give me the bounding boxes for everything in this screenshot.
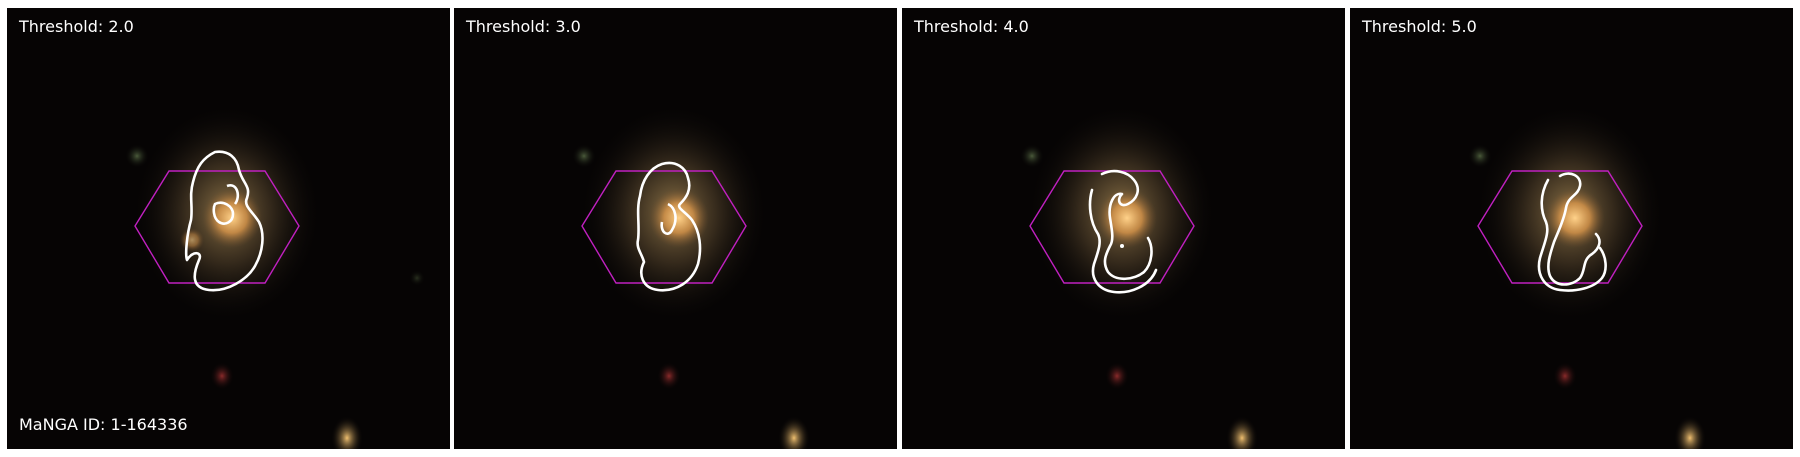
foreground-star [331, 416, 363, 449]
contour-line [636, 161, 702, 292]
galaxy-image [1350, 8, 1793, 449]
foreground-star [1674, 416, 1706, 449]
foreground-star [778, 416, 810, 449]
galaxy-core [1545, 188, 1605, 248]
ifu-hexagon-outline [134, 170, 300, 284]
panel-threshold-4: Threshold: 4.0 [902, 8, 1345, 449]
galaxy-image [7, 8, 450, 449]
galaxy-image [902, 8, 1345, 449]
panel-threshold-2: Threshold: 2.0 MaNGA ID: 1-164336 [7, 8, 450, 449]
galaxy-image [454, 8, 897, 449]
contour-line [1547, 172, 1601, 286]
ifu-hexagon-outline [581, 170, 747, 284]
ifu-hexagon-outline [1477, 170, 1643, 284]
contour-line [184, 150, 264, 292]
contour-line [1100, 169, 1153, 281]
manga-id-label: MaNGA ID: 1-164336 [19, 415, 188, 434]
threshold-label: Threshold: 2.0 [19, 17, 134, 36]
ifu-hexagon-outline [1029, 170, 1195, 284]
panel-threshold-3: Threshold: 3.0 [454, 8, 897, 449]
foreground-star [1226, 416, 1258, 449]
threshold-label: Threshold: 3.0 [466, 17, 581, 36]
threshold-label: Threshold: 5.0 [1362, 17, 1477, 36]
threshold-label: Threshold: 4.0 [914, 17, 1029, 36]
panel-threshold-5: Threshold: 5.0 [1350, 8, 1793, 449]
